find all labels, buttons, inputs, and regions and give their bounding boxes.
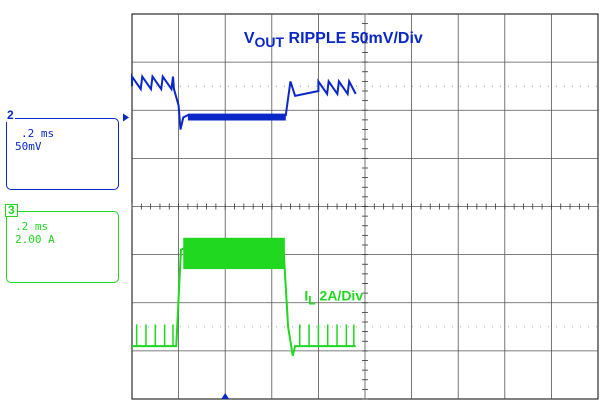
channel-2-noise-band [187, 113, 286, 121]
il-label: IL 2A/Div [304, 287, 363, 307]
channel-2-trace [131, 73, 357, 130]
plot-traces [131, 73, 357, 356]
il-label-text: 2A/Div [316, 287, 364, 303]
channel-3-number: 3 [5, 204, 18, 217]
channel-3-timebase: .2 ms [15, 220, 49, 233]
channel-3-ripple-band [183, 237, 285, 270]
il-label-subscript: L [308, 293, 315, 307]
channel-3-scale: 2.00 A [15, 233, 55, 246]
vout-label-subscript: OUT [255, 34, 285, 50]
vout-label-text: RIPPLE 50mV/Div [284, 30, 423, 47]
channel-2-scale: 50mV [15, 140, 42, 153]
channel-2-box[interactable]: 2 .2 ms 50mV [6, 109, 119, 190]
plot-annotations: VOUT RIPPLE 50mV/Div IL 2A/Div [244, 30, 423, 307]
vout-label-prefix: V [244, 30, 255, 47]
vout-label: VOUT RIPPLE 50mV/Div [244, 30, 423, 50]
channel-3-box[interactable]: 3 .2 ms 2.00 A [5, 204, 119, 283]
channel-2-timebase: .2 ms [21, 127, 55, 140]
trigger-position-marker [221, 393, 230, 399]
channel-2-number: 2 [6, 108, 15, 122]
il-label-prefix: I [304, 287, 308, 303]
channel-2-offset-marker [123, 113, 129, 122]
plot-grid [131, 13, 599, 400]
plot-markers [123, 113, 230, 399]
